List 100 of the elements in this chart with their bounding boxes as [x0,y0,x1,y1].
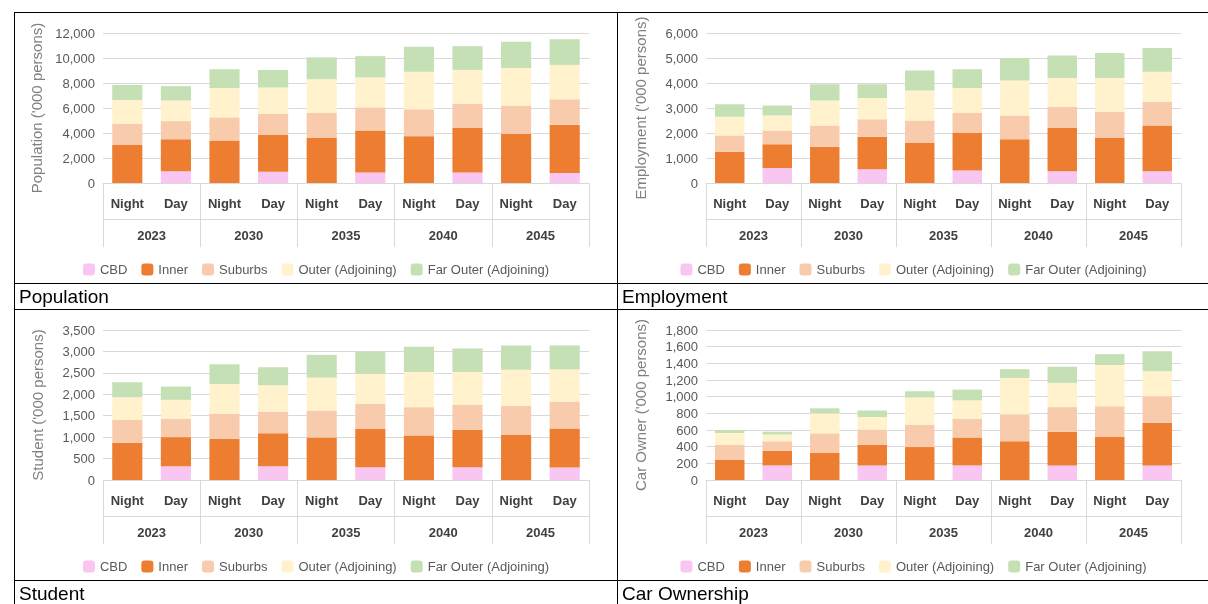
bar [857,136,887,170]
bar [549,401,580,429]
x-tick-label: Day [358,196,383,211]
y-tick-label: 0 [87,175,95,191]
bar [905,143,935,183]
bar [452,103,483,128]
legend-label: Outer (Adjoining) [895,262,995,277]
bar [810,146,840,183]
bar [715,151,745,183]
x-tick-label: Day [1050,196,1075,211]
bar [452,172,483,183]
bar [1000,115,1030,140]
bar [403,407,434,436]
bar [952,113,982,133]
bar [258,433,289,467]
bar [952,69,982,88]
bar [160,418,191,438]
bar [810,100,840,126]
bar [1095,111,1125,138]
bar [810,452,840,480]
x-tick-label: Night [1093,196,1128,211]
bar [762,431,792,435]
bar [160,386,191,400]
bar [112,397,143,420]
x-tick-label: Day [261,196,286,211]
bar [403,435,434,480]
bar [1142,171,1172,183]
bar [810,433,840,453]
text: 2035 [331,228,361,243]
x-tick-label: Night [998,493,1033,508]
x-tick-label: Night [808,196,843,211]
bar [1047,128,1077,172]
bar [952,170,982,183]
bar [549,64,580,100]
bar [501,345,532,370]
bar [1095,53,1125,78]
bar [1047,106,1077,128]
x-tick-label: Night [110,196,145,211]
legend-label: Outer (Adjoining) [895,559,995,574]
bar [1047,407,1077,432]
x-tick-label: Night [713,493,748,508]
bar [403,71,434,110]
bar [905,397,935,425]
legend-label: CBD [99,559,128,574]
bar [258,411,289,434]
x-tick-label: Day [1145,196,1170,211]
x-tick-label: Night [1093,493,1128,508]
bar [452,348,483,372]
x-tick-label: Day [955,196,980,211]
bar [452,372,483,405]
bar [715,116,745,136]
text: 2045 [525,525,555,540]
text: Car Ownership [618,580,1208,604]
x-tick-label: Night [903,196,938,211]
bar [762,168,792,183]
bar [209,364,240,384]
legend-label: Inner [158,262,189,277]
legend-label: Outer (Adjoining) [298,262,397,277]
bar [1095,365,1125,407]
bar [403,109,434,137]
bar [1095,406,1125,438]
bar [952,418,982,438]
bar [549,39,580,65]
y-tick-label: 2,000 [665,125,698,141]
y-tick-label: 1,000 [665,389,698,405]
y-tick-label: 600 [676,422,698,438]
bar [355,429,386,468]
legend-label: CBD [697,262,725,277]
bar [810,413,840,434]
x-tick-label: Night [903,493,938,508]
bar [403,346,434,372]
legend-label: Far Outer (Adjoining) [1025,262,1147,277]
bar [810,84,840,101]
x-tick-label: Day [261,493,286,508]
bar [857,445,887,466]
bar [452,69,483,104]
x-tick-label: Day [163,196,189,211]
x-tick-label: Day [455,196,481,211]
bar [857,98,887,120]
bar [355,77,386,108]
y-tick-label: 0 [690,175,698,191]
text: 2045 [1119,228,1148,243]
bar [549,467,580,480]
bar [549,369,580,402]
bar [952,437,982,466]
bar [1000,58,1030,81]
bar [1095,138,1125,183]
legend-label: CBD [99,262,128,277]
bar [952,389,982,401]
bar [549,345,580,370]
bar [952,133,982,171]
legend-label: Far Outer (Adjoining) [1025,559,1147,574]
bar [258,69,289,88]
bar [1142,101,1172,126]
bar [306,377,337,411]
bar [762,144,792,168]
bar [501,133,532,183]
bar [306,113,337,138]
bar [501,68,532,106]
legend-label: Inner [755,262,787,277]
